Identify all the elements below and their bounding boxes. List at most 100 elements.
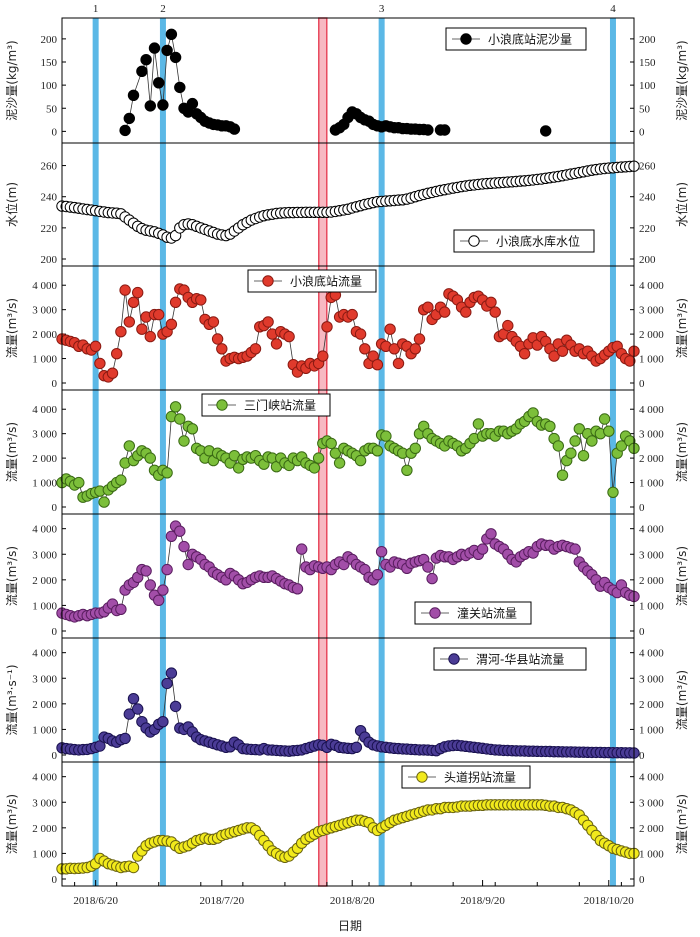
data-point [165, 318, 178, 330]
data-point [195, 294, 207, 306]
marker-band-label: 2 [160, 3, 166, 15]
data-point [552, 440, 564, 452]
panel-water_level: 200 200 220 220 240 240 260 260 水位(m) 水位(m) 小浪底水库水… [4, 160, 689, 266]
data-point [409, 442, 421, 454]
y-tick-label-left: 2 000 [32, 823, 57, 835]
y-tick-label-right: 0 [639, 626, 645, 638]
data-point [333, 457, 346, 469]
panel-frames [61, 17, 635, 887]
data-point [485, 528, 497, 540]
data-point [89, 340, 102, 352]
y-axis-label-left: 流量(m³·s⁻¹) [5, 664, 19, 735]
y-tick-label-left: 50 [46, 103, 58, 115]
y-tick-label-left: 260 [41, 161, 58, 173]
legend-label: 小浪底水库水位 [496, 234, 580, 249]
y-axis-label-left: 流量(m³/s) [5, 546, 19, 606]
data-point [308, 462, 321, 474]
data-point [577, 450, 590, 462]
y-tick-label-left: 3 000 [32, 305, 57, 317]
data-point [283, 330, 295, 343]
data-point [624, 355, 636, 367]
data-point [489, 306, 501, 318]
y-tick-label-left: 0 [52, 874, 58, 886]
legend-tg_flow: 潼关站流量 [414, 601, 532, 625]
data-point [119, 124, 131, 137]
y-tick-label-left: 2 000 [32, 575, 57, 587]
data-point [460, 306, 472, 318]
x-axis-label: 日期 [338, 919, 362, 933]
y-axis-label-right: 流量(m³/s) [675, 670, 689, 730]
data-point [354, 328, 367, 340]
y-axis-label-right: 水位(m) [674, 182, 689, 227]
data-point [127, 296, 140, 308]
y-tick-label-right: 220 [639, 223, 656, 235]
data-point [291, 583, 304, 595]
data-point [615, 440, 628, 452]
panel-smx_flow: 0 0 1 000 1 000 2 000 2 000 3 000 3 000 4 000 4 0… [5, 393, 689, 514]
data-point [144, 579, 157, 591]
data-point [106, 367, 119, 379]
panel-wh_flow: 0 0 1 000 1 000 2 000 2 000 3 000 3 000 4 000 4 0… [5, 647, 689, 762]
data-point [371, 569, 384, 581]
legend-label: 头道拐站流量 [444, 770, 516, 785]
y-axis-label-right: 泥沙量(kg/m³) [675, 40, 689, 120]
marker-band-label: 4 [610, 3, 616, 15]
y-tick-label-left: 2 000 [32, 453, 57, 465]
data-point [144, 330, 157, 343]
y-tick-label-left: 1 000 [32, 724, 57, 736]
data-point [169, 296, 182, 308]
data-point [329, 447, 342, 459]
y-tick-label-left: 200 [41, 34, 58, 46]
panel-frame [61, 761, 635, 887]
data-point [165, 667, 178, 679]
data-point [312, 452, 325, 464]
data-point [157, 99, 169, 111]
data-point [375, 546, 388, 558]
y-tick-label-right: 2 000 [639, 575, 664, 587]
data-point [115, 326, 127, 338]
legend-label: 渭河-华县站流量 [476, 653, 564, 667]
y-tick-label-left: 2 000 [32, 699, 57, 711]
data-point [127, 693, 140, 705]
x-tick-label: 2018/9/20 [460, 895, 505, 907]
legend-tdg_flow: 头道拐站流量 [401, 765, 531, 789]
data-point [94, 357, 106, 370]
y-tick-label-left: 150 [41, 57, 58, 69]
data-point [140, 54, 152, 66]
legend-marker [216, 399, 228, 411]
legend-xld_flow: 小浪底站流量 [247, 269, 377, 293]
data-point [119, 732, 131, 745]
legend-marker [416, 771, 428, 783]
data-point [140, 565, 152, 577]
y-tick-label-left: 240 [41, 192, 58, 204]
data-point [228, 123, 241, 135]
x-tick-label: 2018/7/20 [200, 895, 245, 907]
data-point [144, 452, 157, 464]
data-point [119, 284, 131, 296]
data-point [165, 530, 178, 542]
y-tick-label-right: 1 000 [639, 848, 664, 860]
series-line [61, 671, 635, 754]
data-point [413, 333, 426, 345]
data-point [123, 440, 136, 452]
data-point [157, 584, 169, 596]
data-point [598, 413, 611, 425]
data-point [422, 301, 434, 313]
y-tick-label-left: 4 000 [32, 524, 57, 536]
y-tick-label-right: 0 [639, 378, 645, 390]
data-point [136, 65, 148, 78]
y-tick-label-right: 200 [639, 34, 656, 46]
data-point [556, 469, 569, 481]
data-point [569, 435, 581, 447]
data-point [540, 125, 552, 137]
y-tick-label-left: 3 000 [32, 549, 57, 561]
y-axis-label-right: 流量(m³/s) [675, 546, 689, 606]
panel-sediment: 0 0 50 50 100 100 150 150 200 200 泥沙量(kg/m³) 泥沙量(kg… [5, 27, 689, 138]
marker-band-1 [92, 18, 99, 886]
legend-label: 小浪底站流量 [290, 274, 362, 289]
data-point [476, 543, 489, 555]
data-point [216, 343, 228, 355]
y-tick-label-left: 100 [41, 80, 58, 92]
data-point [371, 445, 384, 457]
y-axis-label-left: 流量(m³/s) [5, 794, 19, 854]
